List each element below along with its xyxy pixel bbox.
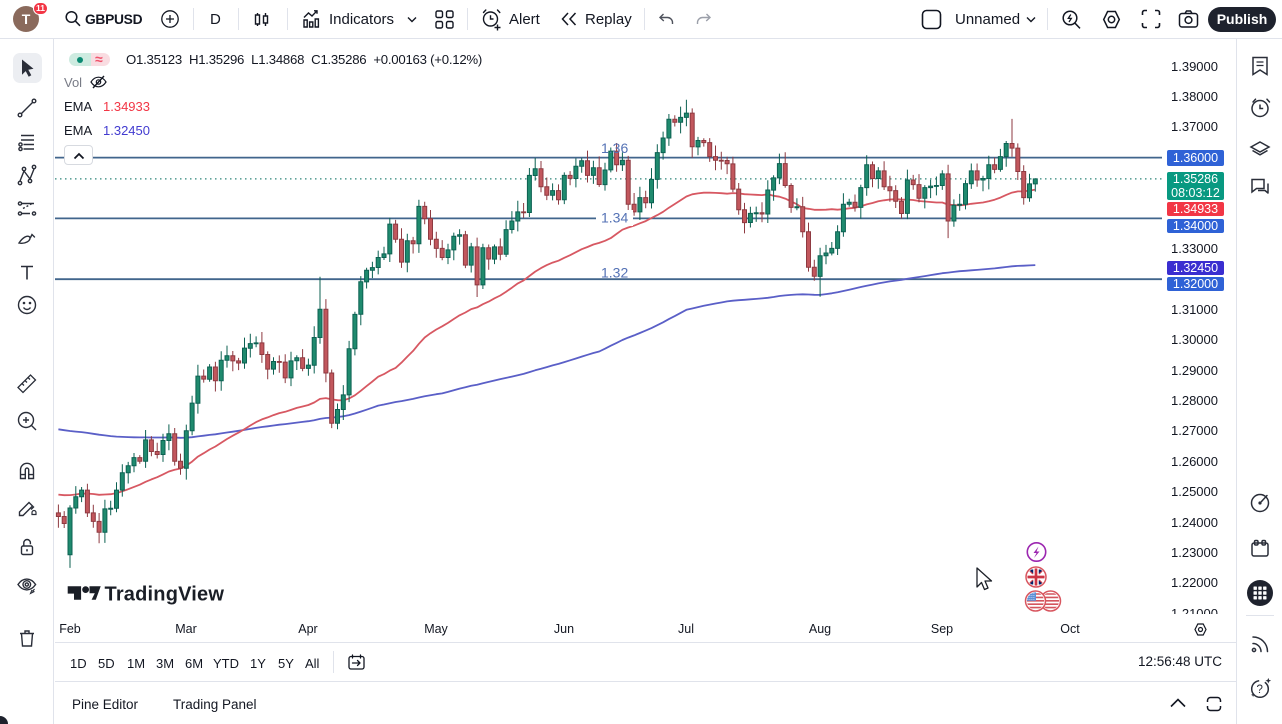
svg-text:1.32: 1.32 [601,265,628,281]
svg-text:TradingView: TradingView [105,584,225,606]
svg-text:1.36: 1.36 [601,140,628,156]
svg-text:?: ? [1257,684,1263,696]
svg-text:1.34: 1.34 [601,210,628,226]
